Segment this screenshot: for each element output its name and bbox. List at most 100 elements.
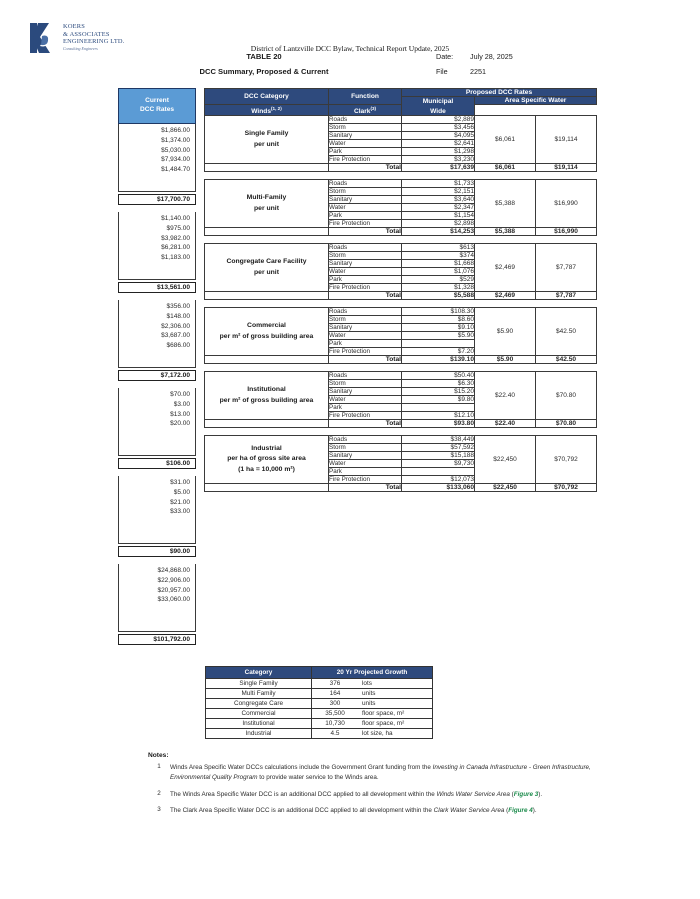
current-rate-value: $31.00: [170, 479, 190, 486]
spacer-cell: [475, 364, 536, 372]
clark-total: $16,990: [535, 227, 597, 236]
table-row: Single Family per unit Roads $2,889 $6,061 $1…: [204, 115, 597, 164]
growth-value: 4.5: [311, 728, 358, 739]
current-rates-header-line2: DCC Rates: [139, 106, 175, 113]
current-rate-value: $5,030.00: [161, 146, 190, 154]
current-rate-value: $33,060.00: [157, 596, 190, 604]
municipal-wide-cell: $1,076: [401, 267, 475, 276]
current-rate-total: $7,172.00: [118, 370, 196, 381]
municipal-wide-cell: [401, 467, 475, 476]
total-row: Total $14,253 $5,388 $16,990: [204, 227, 597, 236]
total-row-spacer: [204, 419, 329, 428]
municipal-wide-cell: $4,095: [401, 131, 475, 140]
current-rate-value: $1,866.00: [161, 127, 190, 134]
spacer-cell: [329, 364, 402, 372]
winds-rate-cell: $2,469: [474, 243, 536, 292]
growth-summary-table: Category 20 Yr Projected Growth Single F…: [205, 666, 433, 739]
spacer-cell: [475, 428, 536, 436]
spacer-cell: [205, 236, 329, 244]
growth-unit: units: [358, 698, 433, 709]
category-line: per unit: [254, 204, 279, 212]
block-gap: [118, 557, 196, 564]
dcc-category-cell: Single Family per unit: [204, 115, 329, 164]
growth-category: Institutional: [205, 718, 312, 729]
function-cell: Water: [328, 459, 402, 468]
header-winds-label: Winds: [251, 107, 271, 115]
total-row: Total $93.80 $22.40 $70.80: [204, 419, 597, 428]
spacer-cell: [329, 428, 402, 436]
header-clark-label: Clark: [353, 107, 371, 115]
clark-total: $70.80: [535, 419, 597, 428]
total-row: Total $139.10 $5.90 $42.50: [204, 355, 597, 364]
function-cell: Storm: [328, 187, 402, 196]
winds-total: $2,469: [474, 291, 536, 300]
clark-rate-cell: $19,114: [535, 115, 597, 164]
current-rates-block: $1,866.00 $1,374.00 $5,030.00 $7,934.00 $1,4…: [118, 124, 196, 192]
current-rates-block: $1,140.00 $975.00 $3,982.00 $6,281.00 $1,183…: [118, 212, 196, 280]
spacer-cell: [536, 300, 597, 308]
function-cell: Park: [328, 211, 402, 220]
logo-line-1: KOERS: [63, 23, 85, 30]
rates-grid-column: DCC Category Function Proposed DCC Rates…: [204, 87, 597, 492]
current-rate-value: $356.00: [166, 303, 191, 310]
header-proposed-dcc-rates: Proposed DCC Rates: [401, 88, 597, 97]
figure-reference[interactable]: Figure 4: [508, 807, 533, 815]
rates-grid-head: DCC Category Function Proposed DCC Rates…: [204, 87, 597, 116]
table-row: Commercial per m² of gross building area R…: [204, 307, 597, 356]
header-municipal-line1: Municipal: [422, 98, 454, 105]
total-label: Total: [328, 355, 402, 364]
growth-row: Multi Family 164 units: [205, 688, 433, 699]
total-row-spacer: [204, 163, 329, 172]
spacer-cell: [402, 236, 475, 244]
current-rates-block: $70.00 $3.00 $13.00 $20.00: [118, 388, 196, 456]
category-line: per unit: [254, 140, 279, 148]
municipal-wide-cell: $2,889: [401, 115, 475, 124]
municipal-wide-cell: $2,347: [401, 203, 475, 212]
function-cell: Fire Protection: [328, 347, 402, 356]
winds-total: $5,388: [474, 227, 536, 236]
growth-header-category: Category: [205, 666, 312, 679]
growth-category: Single Family: [205, 678, 312, 689]
note-plain: The Winds Area Specific Water DCC is an …: [170, 790, 437, 798]
growth-table-body: Single Family 376 lots Multi Family 164 units…: [205, 678, 433, 739]
current-rate-value: $21.00: [170, 498, 190, 506]
spacer-cell: [536, 172, 597, 180]
note-italic: Investing in Canada Infrastructure - Gre…: [170, 764, 591, 781]
function-cell: Sanitary: [328, 323, 402, 332]
table-row: Institutional per m² of gross building ar…: [204, 371, 597, 420]
current-rate-value: $3,982.00: [161, 234, 190, 242]
table-row: Industrial per ha of gross site area (1 ha…: [204, 435, 597, 484]
current-rate-value: $1,374.00: [161, 136, 190, 144]
spacer-cell: [205, 172, 329, 180]
growth-value: 10,730: [311, 718, 358, 729]
total-label: Total: [328, 227, 402, 236]
category-line: Single Family: [244, 130, 289, 138]
figure-reference[interactable]: Figure 3: [513, 790, 539, 798]
function-cell: Park: [328, 467, 402, 476]
total-row: Total $133,060 $22,450 $70,792: [204, 483, 597, 492]
municipal-wide-cell: $1,668: [401, 259, 475, 268]
file-value: 2251: [470, 67, 486, 76]
municipal-wide-cell: [401, 339, 475, 348]
current-rate-value: $3,687.00: [161, 332, 190, 340]
function-cell: Park: [328, 339, 402, 348]
total-label: Total: [328, 163, 402, 172]
growth-table-head: Category 20 Yr Projected Growth: [205, 666, 433, 679]
current-rates-column: Current DCC Rates $1,866.00 $1,374.00 $5,0…: [118, 88, 196, 652]
municipal-wide-cell: $9,730: [401, 459, 475, 468]
total-row-spacer: [204, 483, 329, 492]
growth-category: Multi Family: [205, 688, 312, 699]
current-rate-value: $2,306.00: [161, 322, 190, 330]
current-rate-value: $1,140.00: [161, 215, 190, 222]
note-italic: Clark Water Service Area: [433, 807, 505, 815]
clark-rate-cell: $7,787: [535, 243, 597, 292]
total-label: Total: [328, 483, 402, 492]
current-rate-value: $6,281.00: [161, 244, 190, 252]
clark-rate-cell: $70.80: [535, 371, 597, 420]
block-gap: [118, 469, 196, 476]
spacer-cell: [205, 428, 329, 436]
municipal-wide-cell: $50.40: [401, 371, 475, 380]
total-row-spacer: [204, 355, 329, 364]
note-number: 1: [157, 763, 161, 770]
current-rate-total: $90.00: [118, 546, 196, 557]
